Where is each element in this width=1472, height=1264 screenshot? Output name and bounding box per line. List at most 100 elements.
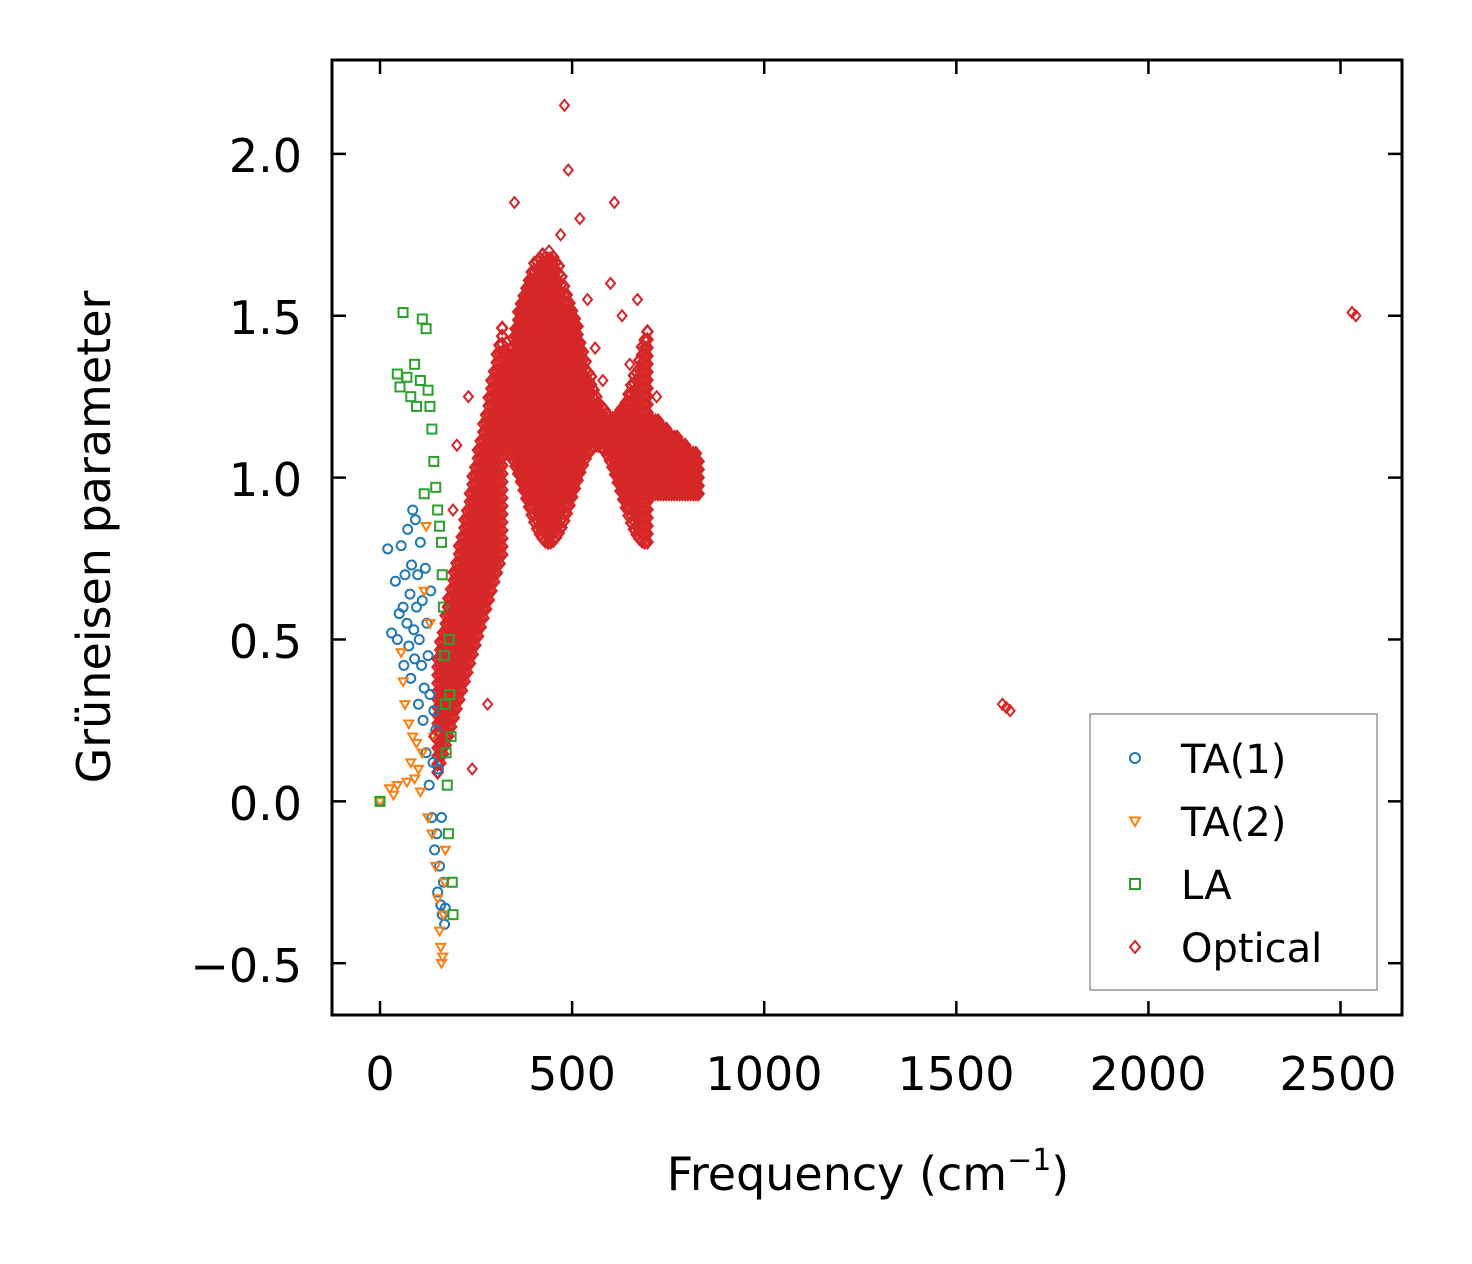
x-axis-label-main: Frequency (cm [667,1147,1007,1201]
optical-cloud-point [495,320,509,337]
optical-cloud-point [640,534,655,550]
point-la [444,689,456,701]
point-optical [681,470,694,485]
point-optical [512,405,525,420]
point-la [424,400,436,412]
point-la [437,601,449,613]
optical-cloud-point [640,396,655,413]
point-ta2 [400,777,414,789]
optical-cloud-point [640,355,655,372]
optical-cloud-point [640,509,655,526]
point-ta1 [420,747,432,759]
point-optical [428,729,440,744]
point-ta2 [427,732,441,744]
point-ta2 [439,845,452,857]
legend-markers [1128,752,1142,955]
point-la [418,488,430,500]
optical-dense-cloud [431,246,706,781]
point-la [443,633,455,645]
point-ta2 [387,790,400,802]
point-ta1 [382,543,394,555]
x-tick-label-4: 2000 [1089,1047,1206,1101]
point-la [428,455,440,467]
point-la [442,828,454,840]
point-ta2 [434,942,447,954]
x-tick-label-3: 1500 [897,1047,1014,1101]
point-la [401,371,413,383]
optical-cloud-point [640,372,655,389]
point-ta1 [439,902,451,914]
point-optical [508,195,521,210]
point-la [447,909,459,921]
point-ta2 [398,700,412,711]
optical-cloud-point [640,331,655,348]
x-axis-label-close: ) [1051,1147,1069,1201]
point-la [439,650,451,662]
point-la [440,747,452,759]
legend-label-optical: Optical [1181,926,1322,972]
point-optical [454,567,467,582]
point-optical [504,341,517,356]
point-ta1 [403,640,415,652]
point-ta1 [414,536,426,548]
point-optical [435,664,448,679]
point-optical [616,308,628,323]
optical-cloud-point [578,353,593,370]
point-ta1 [398,659,410,671]
x-tick-label-1: 500 [528,1047,616,1101]
point-ta2 [433,926,446,938]
y-tick-label-3: 1.0 [229,453,302,507]
point-ta2 [408,774,421,786]
point-ta2 [421,813,435,824]
point-ta2 [394,648,408,659]
point-ta2 [402,719,416,731]
point-optical [474,600,486,615]
optical-cloud-point [495,490,509,506]
optical-cloud-point [495,498,509,515]
y-tick-label-2: 0.5 [229,615,302,669]
point-ta2 [410,738,423,750]
legend-label-ta2: TA(2) [1180,800,1286,846]
point-optical [589,341,601,356]
point-la [446,876,458,888]
point-optical [558,98,571,113]
optical-cloud-point [495,514,509,531]
point-optical [527,276,540,291]
point-ta2 [419,522,433,533]
optical-cloud-point [495,465,509,482]
point-optical [689,486,701,501]
optical-cloud-point [691,453,706,470]
optical-cloud-point [691,461,706,478]
point-ta1 [412,569,424,581]
plot-frame [330,58,1404,1017]
point-ta1 [389,575,401,587]
optical-cloud-point [584,376,598,393]
point-ta2 [406,732,419,744]
optical-cloud-point [495,538,509,555]
point-optical [639,373,651,388]
point-la [441,779,453,791]
optical-cloud-point [584,368,598,385]
point-ta1 [419,562,431,574]
optical-cloud-point [640,517,655,534]
point-la [436,569,448,581]
point-optical [608,195,621,210]
point-ta1 [432,763,444,775]
point-ta2 [423,619,437,630]
point-la [435,536,447,548]
point-optical [497,373,509,388]
point-optical [623,357,636,372]
point-ta2 [373,797,387,808]
point-ta1 [429,844,441,856]
point-optical [604,276,617,291]
point-ta1 [428,705,440,717]
point-ta1 [395,540,407,552]
point-ta1 [434,860,446,872]
optical-cloud-point [495,328,509,345]
y-tick-label-1: 0.0 [229,777,302,831]
point-optical [574,211,586,226]
point-ta1 [423,779,435,791]
point-la [409,358,421,370]
